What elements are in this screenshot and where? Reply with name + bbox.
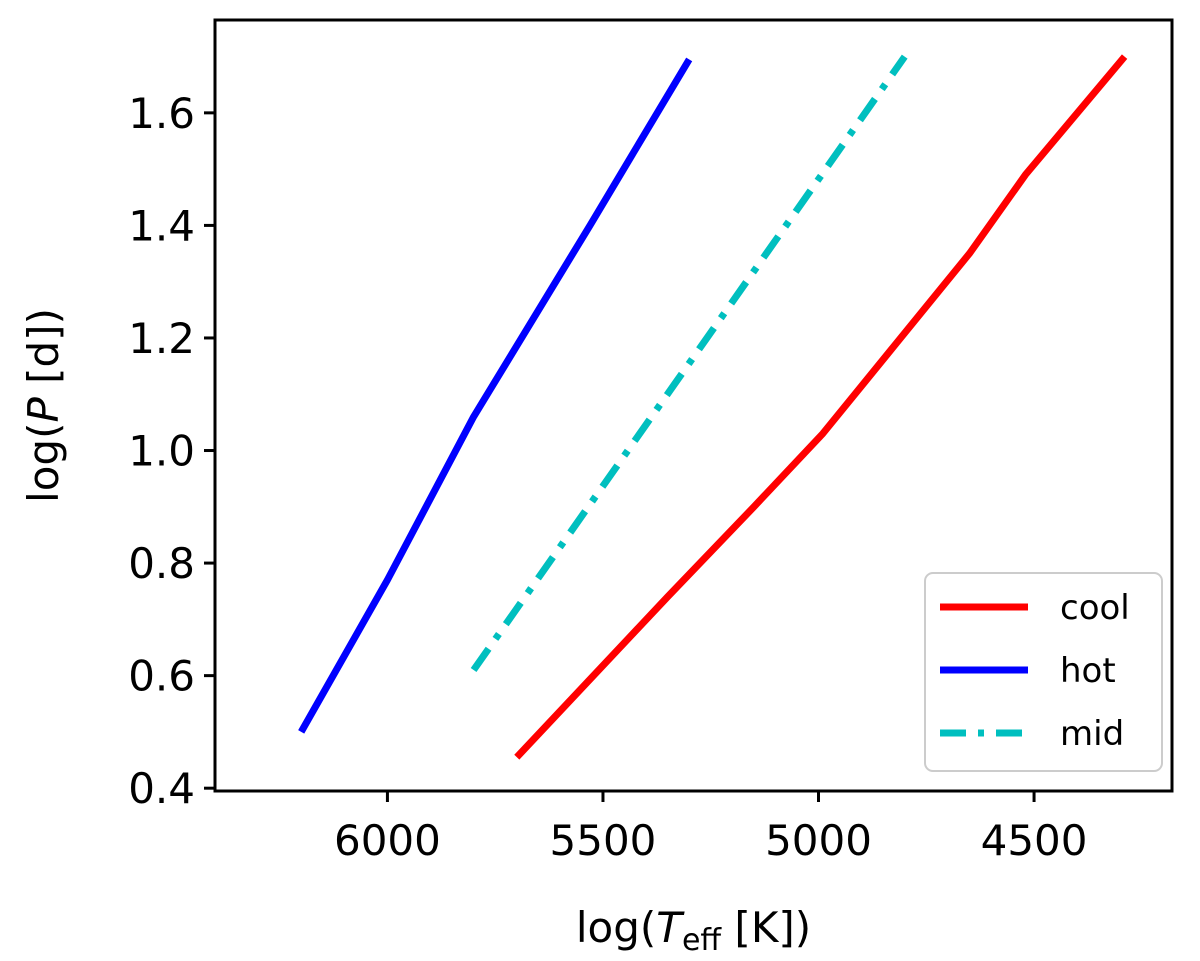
tick-layer: 6000 5500 5000 4500 0.4 0.6 0.8 1.0 1.2 1.4 1.6 (128, 89, 1087, 865)
series-layer (298, 54, 1128, 760)
y-tick-label: 0.6 (128, 652, 195, 701)
y-tick-label: 1.0 (128, 427, 195, 476)
legend-label-cool: cool (1060, 588, 1130, 628)
series-line-mid (470, 54, 908, 673)
x-axis-label: log(Teff [K]) (576, 903, 811, 958)
axes-frame (213, 18, 1174, 793)
axis-label-layer: log(Teff [K]) log(P [d]) (19, 308, 811, 958)
series-line-cool (514, 54, 1128, 760)
x-tick-label: 5000 (765, 816, 872, 865)
y-tick-label: 0.4 (128, 764, 195, 813)
x-tick-label: 5500 (550, 816, 657, 865)
legend-label-hot: hot (1060, 651, 1116, 691)
y-tick-label: 0.8 (128, 539, 195, 588)
series-line-hot (298, 57, 693, 734)
y-tick-label: 1.2 (128, 314, 195, 363)
plot-frame (213, 18, 1174, 793)
y-tick-label: 1.6 (128, 89, 195, 138)
y-tick-label: 1.4 (128, 201, 195, 250)
y-axis-label: log(P [d]) (19, 308, 68, 503)
legend: cool hot mid (924, 572, 1163, 772)
x-tick-label: 6000 (334, 816, 441, 865)
legend-label-mid: mid (1060, 714, 1124, 754)
legend-box (924, 572, 1163, 772)
x-tick-label: 4500 (981, 816, 1088, 865)
